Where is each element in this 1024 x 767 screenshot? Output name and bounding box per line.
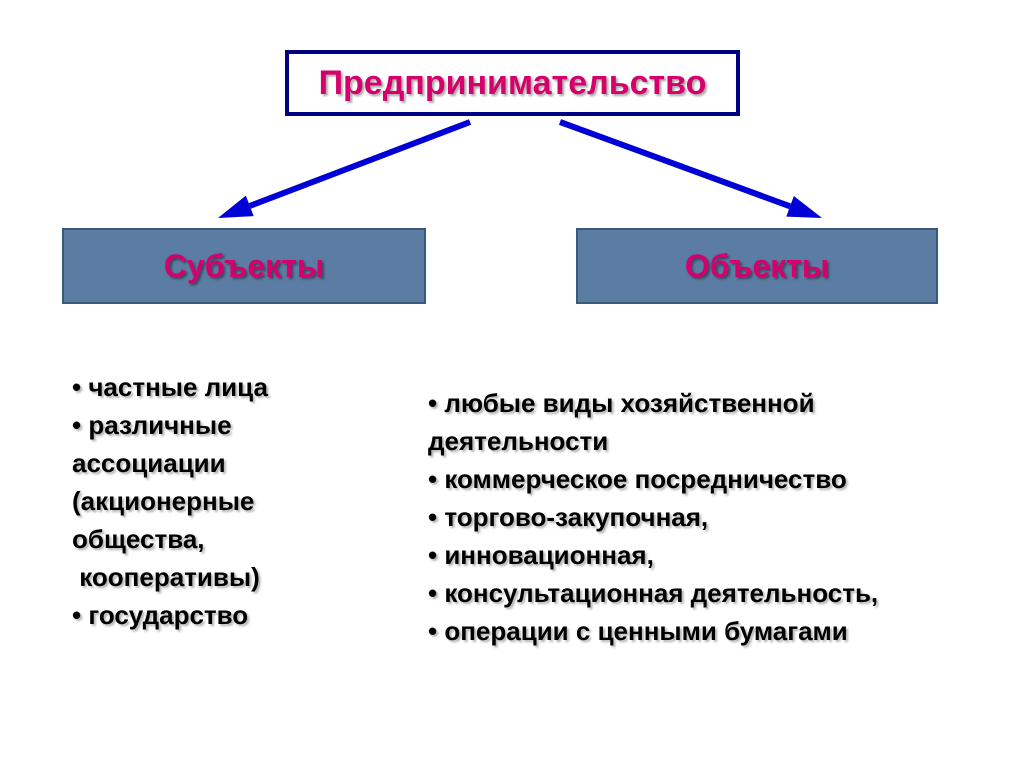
- bullet-line: • инновационная,: [428, 536, 878, 574]
- bullet-line: • любые виды хозяйственной: [428, 384, 878, 422]
- bullet-line: • частные лица: [72, 368, 268, 406]
- bullet-line: • операции с ценными бумагами: [428, 612, 878, 650]
- bullet-line: общества,: [72, 520, 268, 558]
- bullet-line: • коммерческое посредничество: [428, 460, 878, 498]
- bullet-line: деятельности: [428, 422, 878, 460]
- box-objects: Объекты: [576, 228, 938, 304]
- bullet-line: • различные: [72, 406, 268, 444]
- bullets-left: • частные лица• различныеассоциации(акци…: [72, 368, 268, 634]
- box-objects-label: Объекты: [685, 248, 829, 285]
- box-subjects-label: Субъекты: [164, 248, 324, 285]
- bullet-line: • консультационная деятельность,: [428, 574, 878, 612]
- bullet-line: кооперативы): [72, 558, 268, 596]
- bullet-line: (акционерные: [72, 482, 268, 520]
- bullet-line: ассоциации: [72, 444, 268, 482]
- bullet-line: • торгово-закупочная,: [428, 498, 878, 536]
- bullets-right: • любые виды хозяйственнойдеятельности• …: [428, 384, 878, 650]
- bullet-line: • государство: [72, 596, 268, 634]
- box-subjects: Субъекты: [62, 228, 426, 304]
